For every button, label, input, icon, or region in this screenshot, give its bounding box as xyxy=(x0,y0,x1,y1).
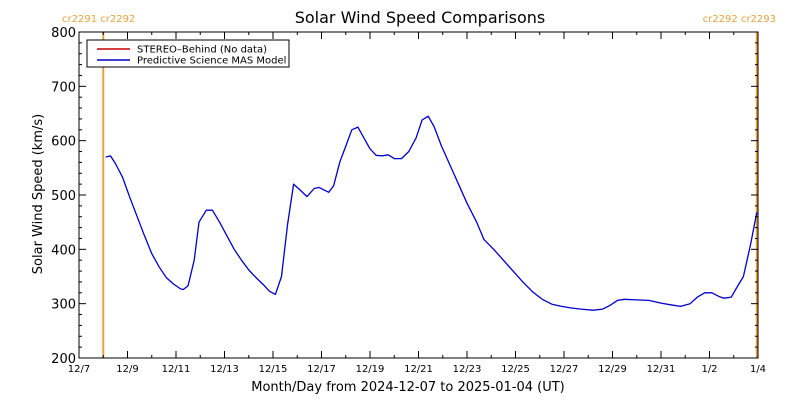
y-tick-label: 700 xyxy=(51,80,76,95)
x-tick-label: 12/15 xyxy=(259,364,288,375)
x-tick-label: 1/2 xyxy=(701,364,717,375)
y-axis-title: Solar Wind Speed (km/s) xyxy=(31,114,46,274)
series-lines xyxy=(105,115,758,311)
x-tick-label: 12/25 xyxy=(501,364,530,375)
x-tick-label: 12/27 xyxy=(550,364,579,375)
y-tick-label: 200 xyxy=(51,352,76,367)
x-tick-label: 12/13 xyxy=(210,364,239,375)
carrington-marker-label-1: cr2292 cr2293 xyxy=(703,14,776,25)
x-tick-label: 12/17 xyxy=(307,364,336,375)
legend-box xyxy=(86,39,290,68)
legend-label-0: STEREO–Behind (No data) xyxy=(137,45,267,56)
x-tick-label: 12/19 xyxy=(356,364,385,375)
y-axis: 200 300 400 500 600 700 800 xyxy=(51,26,758,367)
carrington-marker-label-0: cr2291 cr2292 xyxy=(62,14,135,25)
series-line-1 xyxy=(105,115,758,311)
x-tick-label: 12/29 xyxy=(598,364,627,375)
legend: STEREO–Behind (No data)Predictive Scienc… xyxy=(86,39,290,68)
y-tick-label: 300 xyxy=(51,298,76,313)
y-tick-label: 600 xyxy=(51,135,76,150)
x-tick-label: 1/4 xyxy=(750,364,766,375)
y-tick-label: 800 xyxy=(51,26,76,41)
x-tick-label: 12/11 xyxy=(162,364,191,375)
x-axis-title: Month/Day from 2024-12-07 to 2025-01-04 … xyxy=(251,380,564,395)
y-tick-label: 400 xyxy=(51,243,76,258)
legend-label-1: Predictive Science MAS Model xyxy=(137,56,286,67)
x-tick-label: 12/23 xyxy=(453,364,482,375)
x-tick-label: 12/31 xyxy=(647,364,676,375)
chart-title: Solar Wind Speed Comparisons xyxy=(295,8,546,27)
y-tick-label: 500 xyxy=(51,189,76,204)
x-tick-label: 12/9 xyxy=(116,364,138,375)
x-tick-label: 12/21 xyxy=(404,364,433,375)
x-tick-label: 12/7 xyxy=(68,364,90,375)
x-axis: 12/7 12/9 12/11 12/13 12/15 12/17 12/19 12/21 12… xyxy=(68,32,766,375)
